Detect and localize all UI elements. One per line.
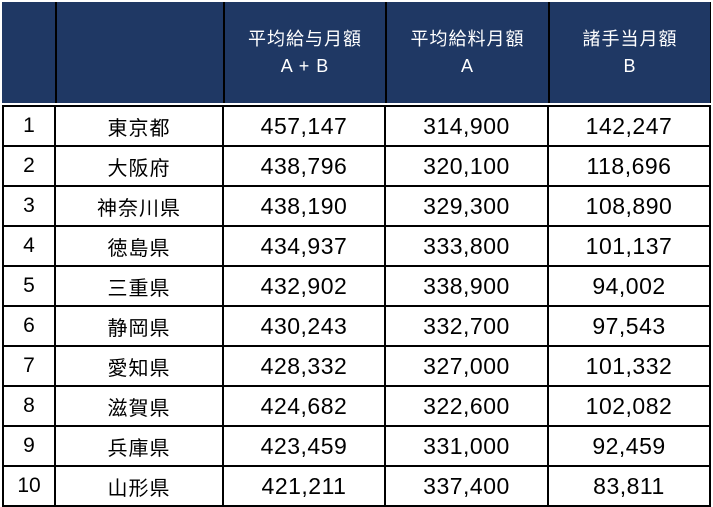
rank-cell: 2 [4,147,54,185]
rank-cell: 1 [4,107,54,145]
total-cell: 430,243 [224,307,384,345]
rank-cell: 9 [4,427,54,465]
rank-cell: 3 [4,187,54,225]
salary-cell: 337,400 [386,467,547,505]
salary-cell: 320,100 [386,147,547,185]
salary-cell: 338,900 [386,267,547,305]
total-cell: 438,190 [224,187,384,225]
allowance-cell: 102,082 [549,387,709,425]
rank-cell: 6 [4,307,54,345]
header-total-cell: 平均給与月額 A + B [225,2,385,103]
allowance-cell: 97,543 [549,307,709,345]
header-total-line1: 平均給与月額 [248,28,362,49]
prefecture-cell: 大阪府 [56,147,222,185]
header-salary-cell: 平均給料月額 A [387,2,548,103]
total-cell: 423,459 [224,427,384,465]
header-salary-line2: A [460,55,474,76]
prefecture-cell: 静岡県 [56,307,222,345]
table-header-row: 平均給与月額 A + B 平均給料月額 A 諸手当月額 B [2,2,711,103]
prefecture-cell: 東京都 [56,107,222,145]
allowance-cell: 94,002 [549,267,709,305]
salary-cell: 314,900 [386,107,547,145]
prefecture-cell: 三重県 [56,267,222,305]
header-salary-line1: 平均給料月額 [410,28,525,49]
prefecture-cell: 徳島県 [56,227,222,265]
salary-cell: 327,000 [386,347,547,385]
salary-cell: 322,600 [386,387,547,425]
header-allowance-cell: 諸手当月額 B [550,2,710,103]
header-allowance-line1: 諸手当月額 [582,28,678,49]
prefecture-cell: 神奈川県 [56,187,222,225]
rank-cell: 4 [4,227,54,265]
allowance-cell: 101,332 [549,347,709,385]
rank-cell: 10 [4,467,54,505]
total-cell: 438,796 [224,147,384,185]
prefecture-cell: 愛知県 [56,347,222,385]
header-allowance-line2: B [623,55,637,76]
total-cell: 424,682 [224,387,384,425]
prefecture-cell: 山形県 [56,467,222,505]
salary-cell: 331,000 [386,427,547,465]
rank-cell: 5 [4,267,54,305]
salary-cell: 329,300 [386,187,547,225]
allowance-cell: 118,696 [549,147,709,185]
rank-cell: 8 [4,387,54,425]
total-cell: 457,147 [224,107,384,145]
salary-cell: 333,800 [386,227,547,265]
allowance-cell: 92,459 [549,427,709,465]
prefecture-cell: 兵庫県 [56,427,222,465]
total-cell: 432,902 [224,267,384,305]
header-prefecture-cell [57,2,223,103]
header-total-line2: A + B [280,55,330,76]
total-cell: 421,211 [224,467,384,505]
rank-cell: 7 [4,347,54,385]
prefecture-cell: 滋賀県 [56,387,222,425]
header-rank-cell [2,2,55,103]
total-cell: 434,937 [224,227,384,265]
allowance-cell: 142,247 [549,107,709,145]
table-body: 1 東京都 457,147 314,900 142,247 2 大阪府 438,… [2,105,711,507]
allowance-cell: 108,890 [549,187,709,225]
allowance-cell: 101,137 [549,227,709,265]
allowance-cell: 83,811 [549,467,709,505]
salary-cell: 332,700 [386,307,547,345]
total-cell: 428,332 [224,347,384,385]
